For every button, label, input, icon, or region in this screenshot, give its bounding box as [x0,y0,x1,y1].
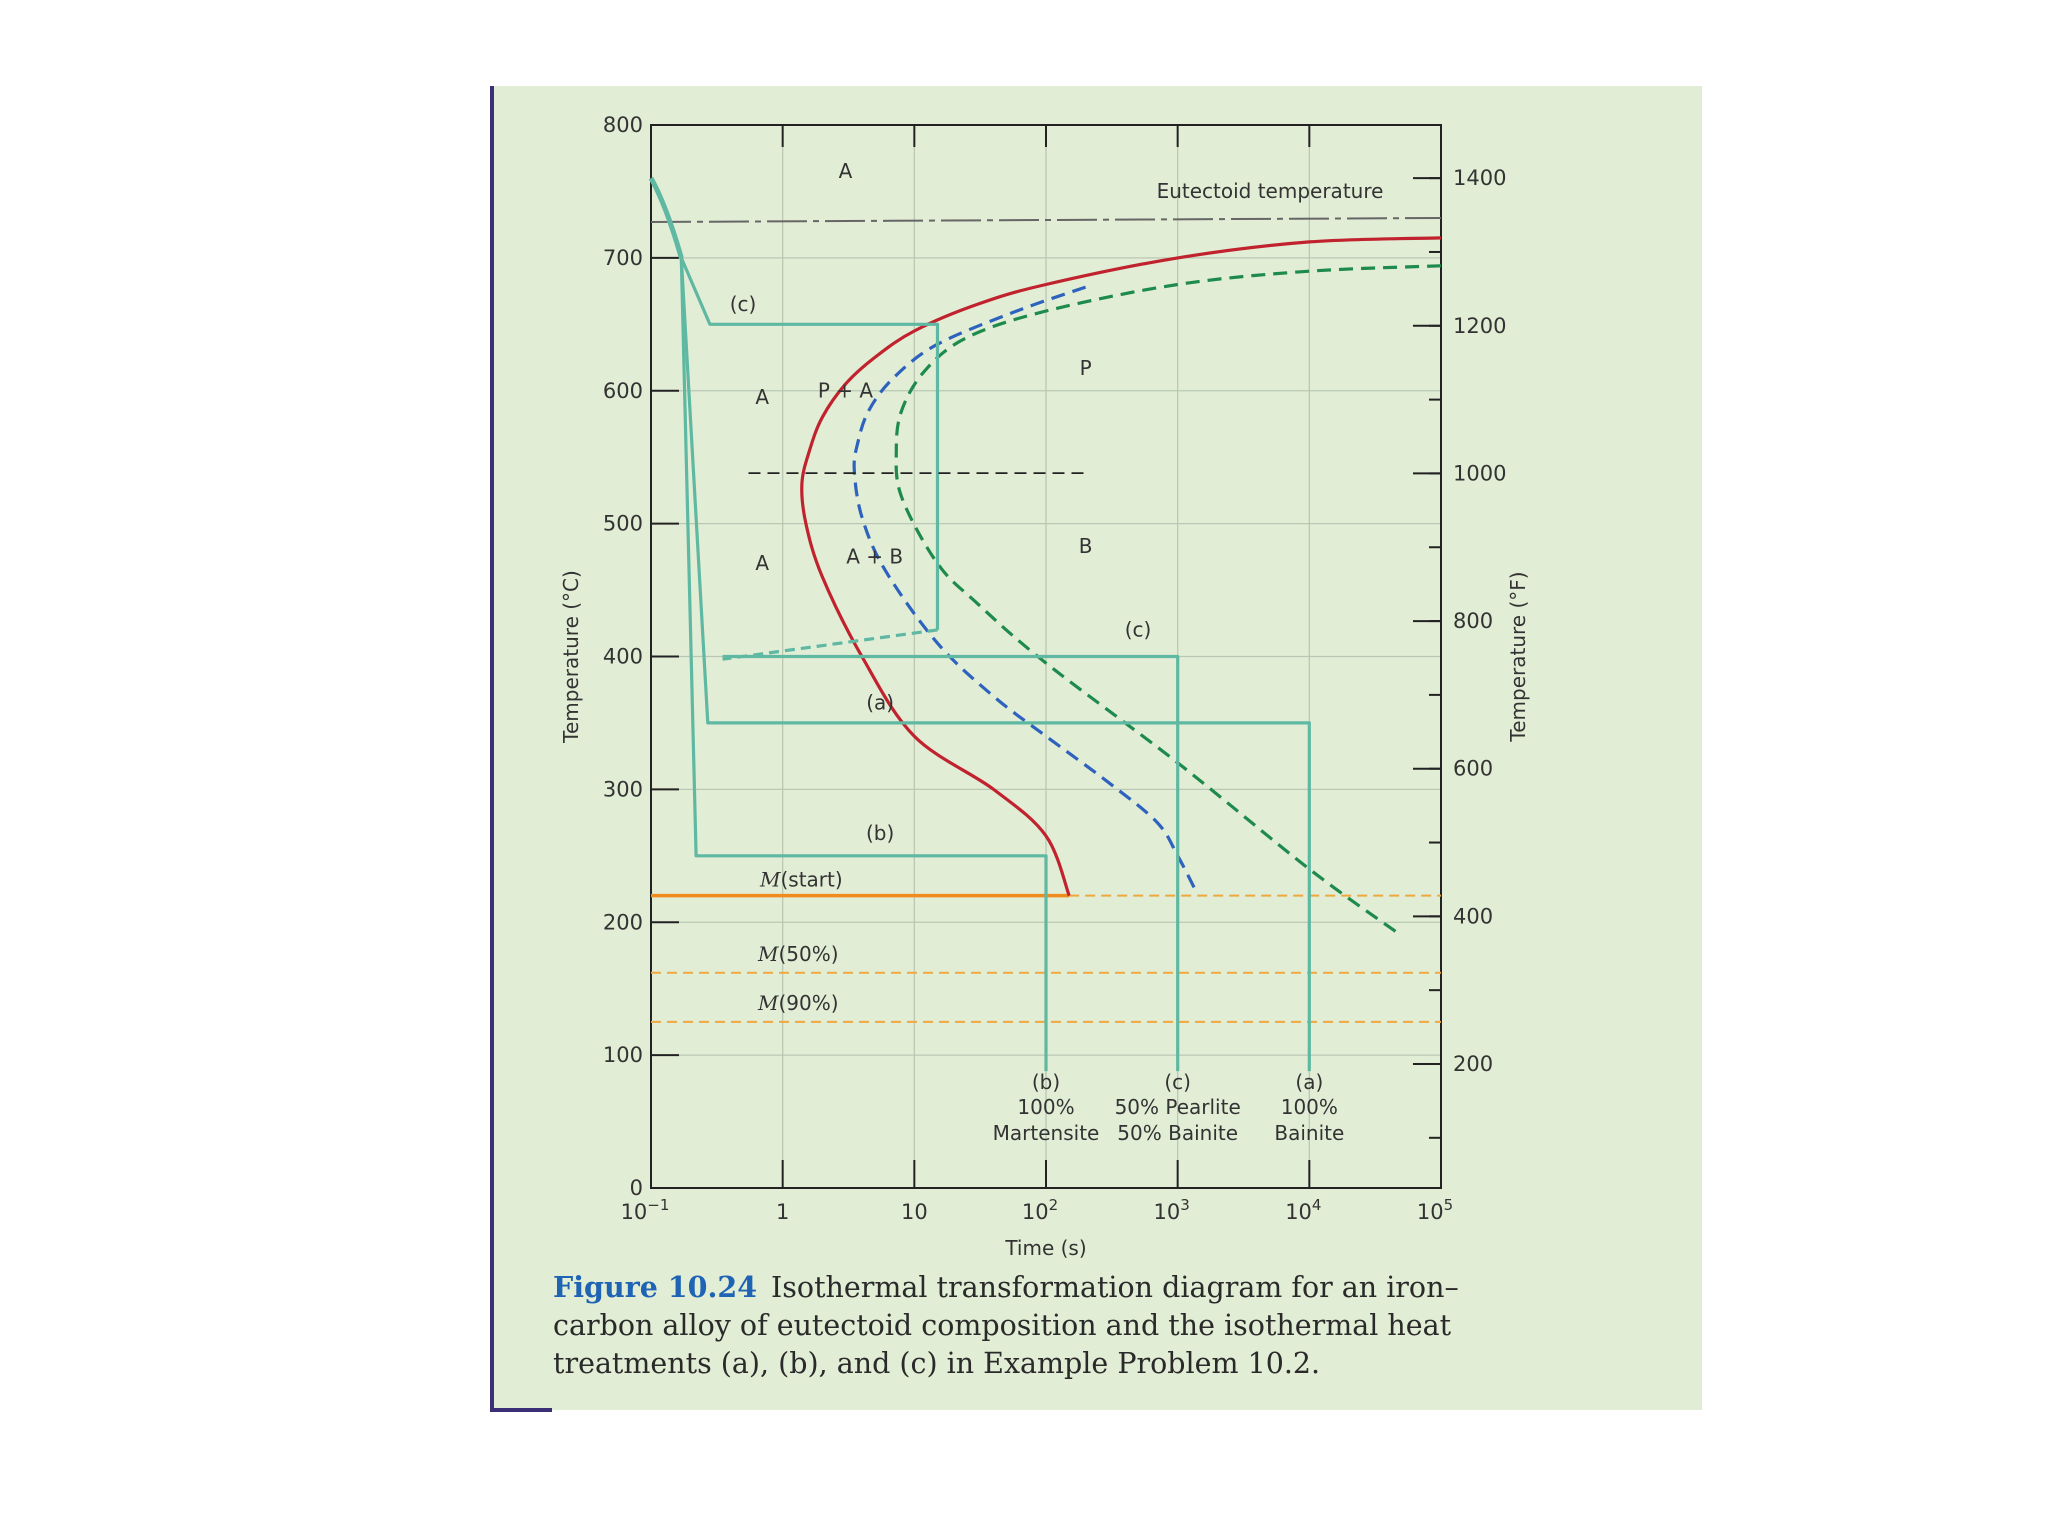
result-c-1: (c) [1164,1070,1191,1094]
y2-tick-label: 600 [1453,757,1493,781]
path-a [679,257,1311,1072]
region-label: (c) [730,292,757,316]
caption-text: Isothermal transformation diagram for an… [553,1271,1459,1380]
path-b [679,257,1048,1072]
y2-tick-label: 400 [1453,904,1493,928]
region-label: P [1080,356,1092,380]
bottom-rule [490,1408,552,1412]
y-tick-label: 200 [603,910,643,934]
result-a-1: (a) [1295,1070,1323,1094]
region-label: A [755,385,769,409]
x-tick-exponent: 3 [1180,1196,1190,1214]
x-tick-label: 103 [1154,1196,1190,1224]
x-tick-label: 1 [776,1200,789,1224]
y2-axis-title: Temperature (°F) [1506,571,1530,742]
x-tick-label: 105 [1417,1196,1453,1224]
quench-start [648,176,684,259]
x-tick-label: 10−1 [621,1196,670,1224]
path-c-lower [722,654,1180,1072]
mstart-label: M(start) [759,867,843,891]
m50-label: M(50%) [757,942,839,966]
result-c-3: 50% Bainite [1117,1121,1238,1145]
curve-start [800,236,1442,897]
m90-label-symbol: M [757,991,779,1015]
x-tick-exponent: −1 [647,1196,669,1214]
m90-label-suffix: (90%) [778,991,838,1015]
labels-layer: Eutectoid temperatureM(start)M(50%)M(90%… [730,159,1384,1145]
result-a-3: Bainite [1274,1121,1344,1145]
figure-number: Figure 10.24 [553,1270,758,1304]
x-axis-title: Time (s) [1004,1236,1086,1260]
m50-label-symbol: M [757,942,779,966]
x-tick-label: 104 [1285,1196,1321,1224]
y2-tick-label: 200 [1453,1052,1493,1076]
result-b-3: Martensite [993,1121,1100,1145]
x-tick-exponent: 5 [1444,1196,1454,1214]
region-label: (c) [1125,618,1152,642]
y-tick-label: 800 [603,113,643,137]
y2-tick-label: 800 [1453,609,1493,633]
y-tick-label: 400 [603,645,643,669]
region-label: A + B [846,544,903,568]
curve-finish [894,264,1442,937]
y-tick-label: 500 [603,512,643,536]
x-tick-exponent: 2 [1049,1196,1059,1214]
y-tick-label: 100 [603,1043,643,1067]
x-tick-label: 102 [1022,1196,1058,1224]
region-label: A [755,551,769,575]
path-c-upper [679,257,940,630]
lines-layer [648,176,1442,1072]
path-c-link [722,628,938,661]
region-label: P + A [818,378,874,402]
result-a-2: 100% [1281,1095,1338,1119]
curve-fifty [852,285,1199,894]
region-label: (b) [866,821,894,845]
x-tick-label: 10 [901,1200,928,1224]
y-axis-title: Temperature (°C) [559,570,583,744]
result-b-1: (b) [1032,1070,1060,1094]
region-label: (a) [866,691,894,715]
mstart-label-symbol: M [759,867,781,891]
m50-label-suffix: (50%) [778,942,838,966]
x-tick-exponent: 4 [1312,1196,1322,1214]
y2-tick-label: 1000 [1453,461,1506,485]
result-b-2: 100% [1017,1095,1074,1119]
y-tick-label: 300 [603,777,643,801]
mstart-label-suffix: (start) [780,867,842,891]
figure-caption: Figure 10.24 Isothermal transformation di… [553,1268,1553,1383]
y-tick-label: 0 [630,1176,643,1200]
result-c-2: 50% Pearlite [1115,1095,1241,1119]
m90-label: M(90%) [757,991,839,1015]
left-rule [490,86,494,1412]
region-label: B [1079,534,1093,558]
y-tick-label: 700 [603,246,643,270]
eutectoid-label: Eutectoid temperature [1157,179,1384,203]
y2-tick-label: 1400 [1453,166,1506,190]
y2-tick-label: 1200 [1453,314,1506,338]
eutectoid-line [650,216,1442,223]
y-tick-label: 600 [603,379,643,403]
region-label: A [839,159,853,183]
